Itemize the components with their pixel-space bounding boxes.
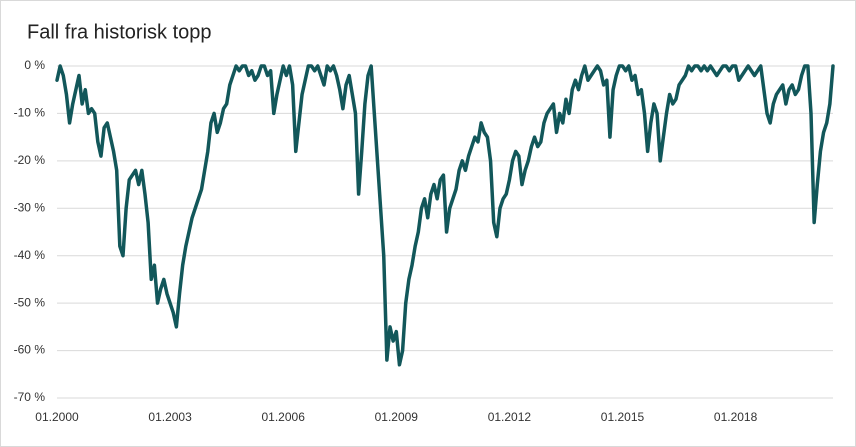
y-tick-label: -10 % <box>14 106 46 120</box>
x-tick-label: 01.2003 <box>148 410 192 424</box>
x-tick-label: 01.2018 <box>714 410 758 424</box>
y-tick-label: -50 % <box>14 295 46 309</box>
x-tick-label: 01.2006 <box>262 410 306 424</box>
y-tick-label: -60 % <box>14 343 46 357</box>
x-tick-label: 01.2015 <box>601 410 645 424</box>
y-tick-label: -30 % <box>14 200 46 214</box>
y-tick-label: 0 % <box>24 58 45 72</box>
chart-title: Fall fra historisk topp <box>27 21 212 43</box>
x-tick-label: 01.2012 <box>488 410 532 424</box>
x-tick-label: 01.2009 <box>375 410 419 424</box>
y-tick-label: -20 % <box>14 153 46 167</box>
x-tick-label: 01.2000 <box>35 410 79 424</box>
line <box>55 64 835 367</box>
y-tick-label: -70 % <box>14 390 46 404</box>
y-tick-label: -40 % <box>14 248 46 262</box>
